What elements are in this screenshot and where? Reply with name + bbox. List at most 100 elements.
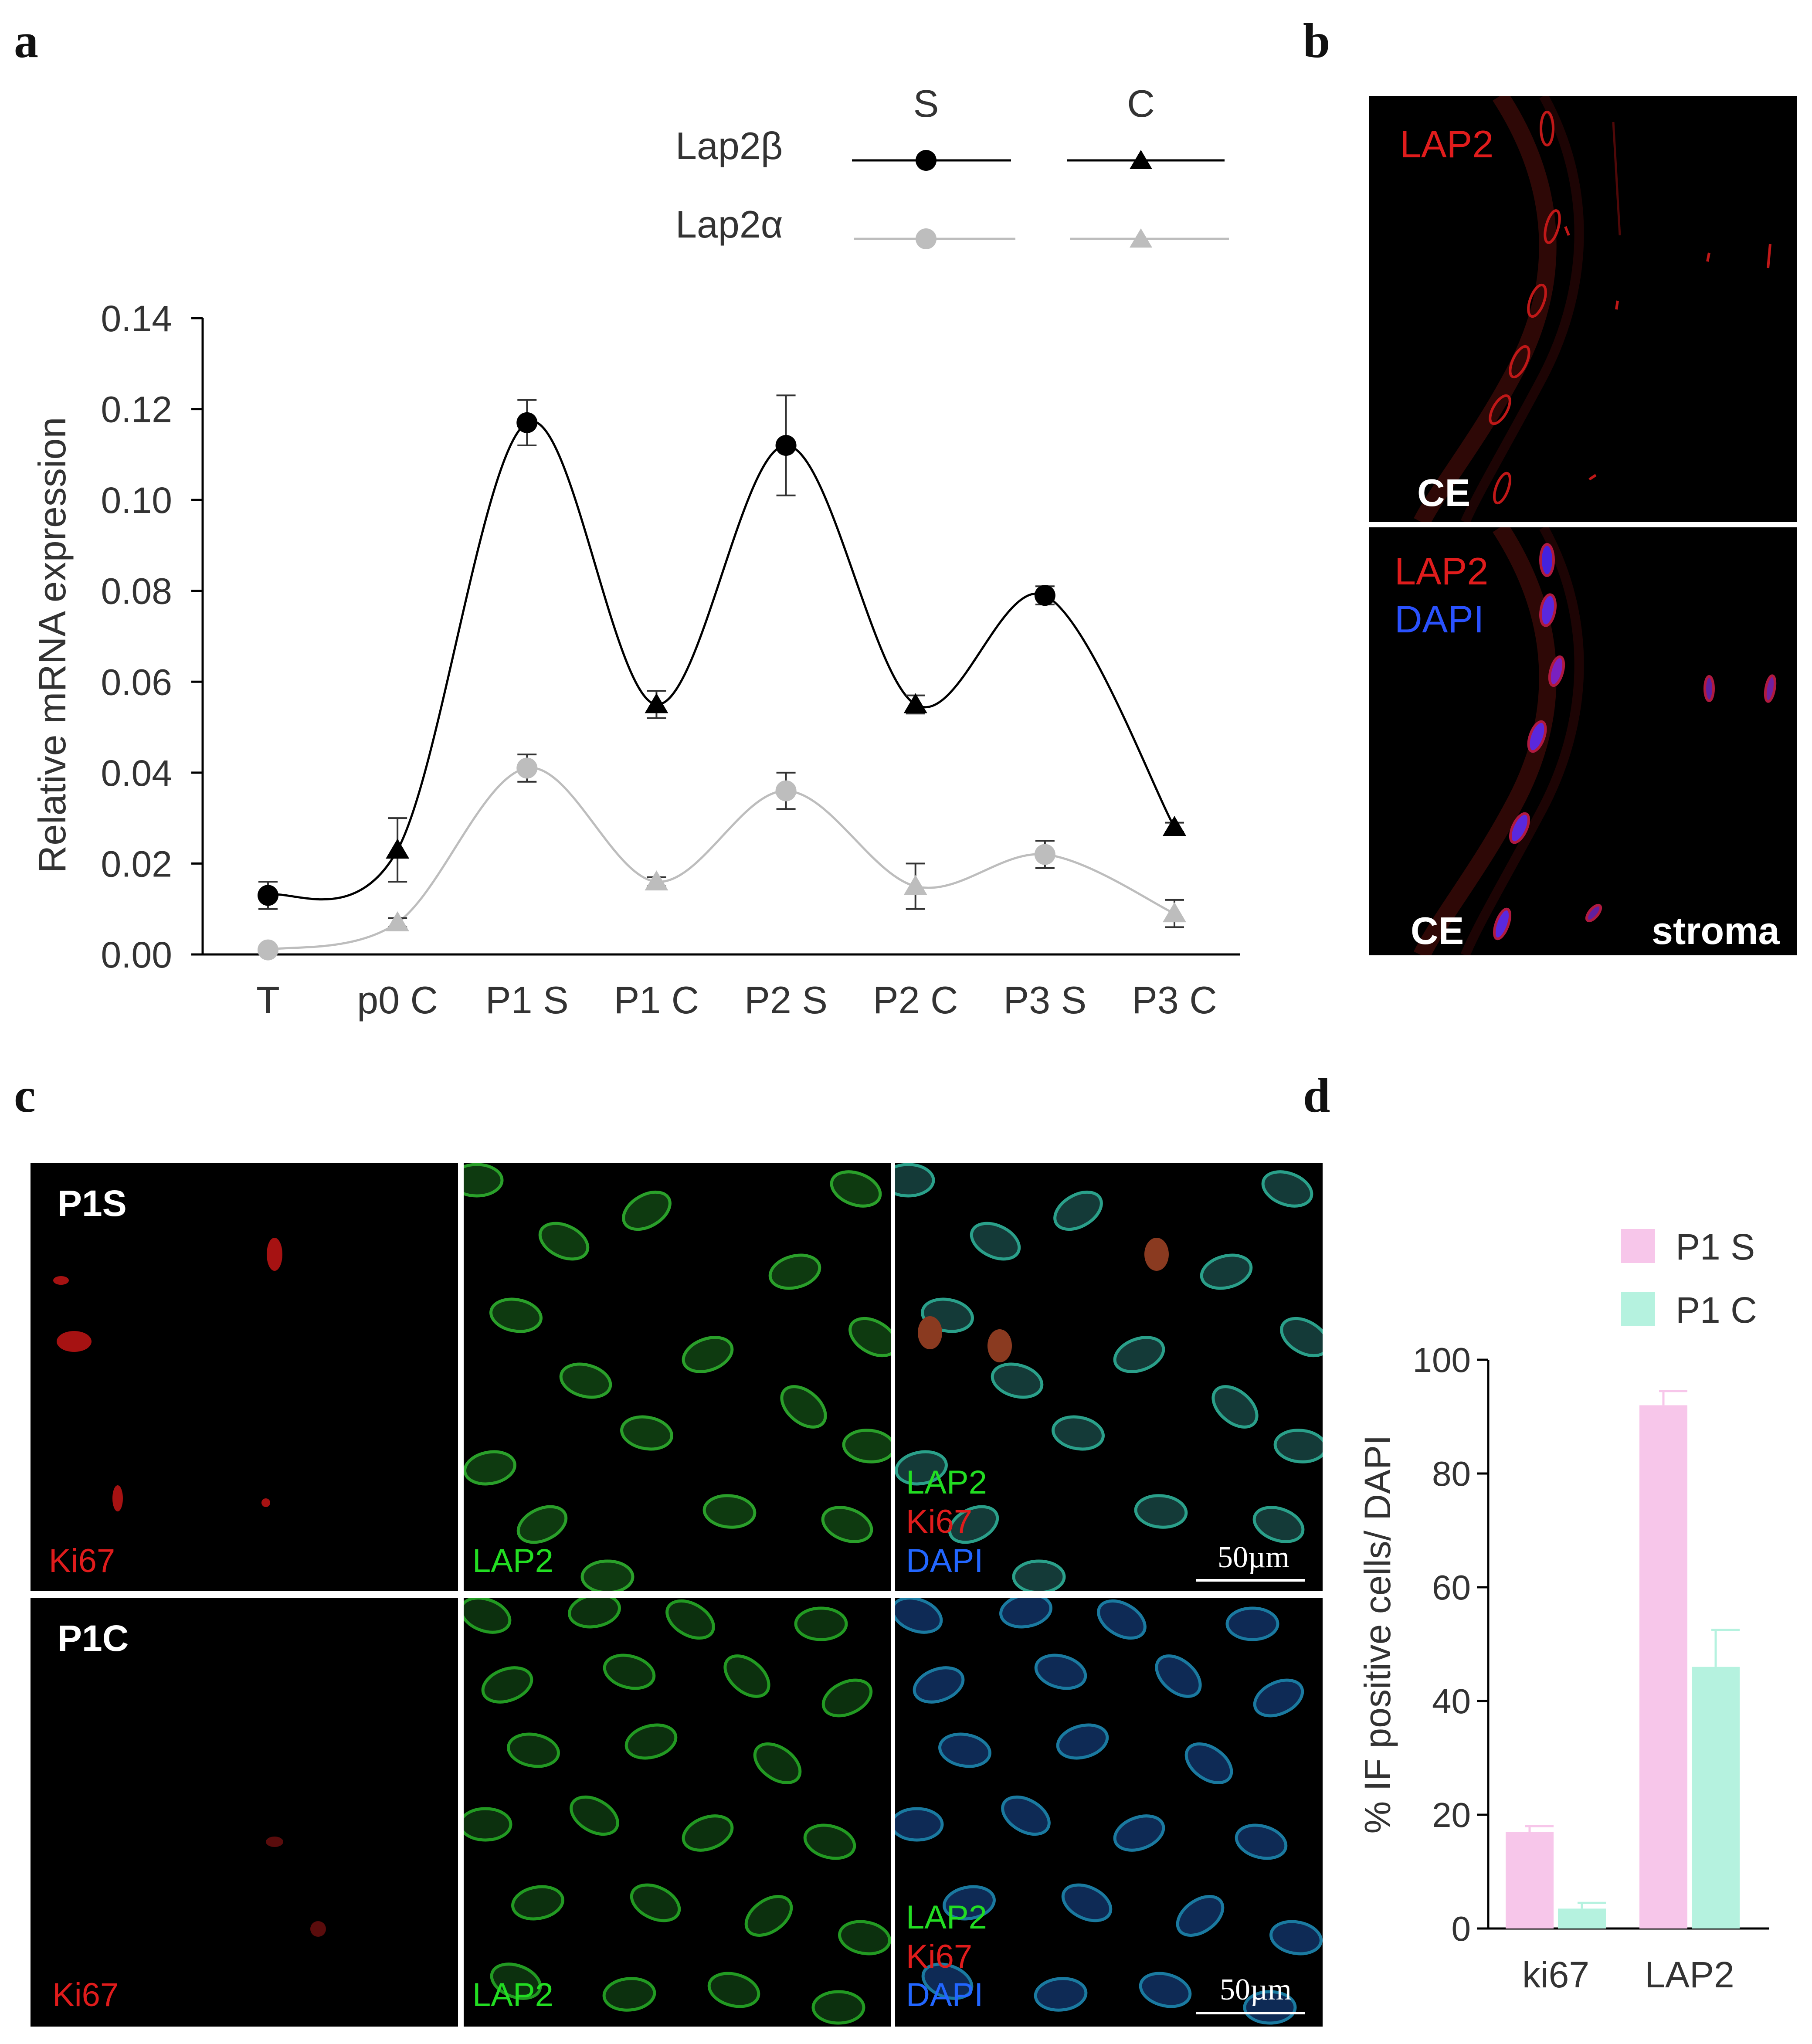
y-tick-label: 20 bbox=[1432, 1796, 1471, 1834]
nucleus bbox=[1184, 1742, 1233, 1784]
merge-label-lap2-p1s: LAP2 bbox=[906, 1464, 987, 1501]
panel-label-b: b bbox=[1303, 14, 1330, 68]
y-tick-label: 0.06 bbox=[101, 662, 173, 703]
nuclei-merge-p1s bbox=[895, 1163, 1323, 1591]
nucleus bbox=[570, 1795, 619, 1836]
row-label-p1c: P1C bbox=[58, 1618, 129, 1659]
panel-b-bottom-label-stroma: stroma bbox=[1652, 909, 1780, 952]
data-point bbox=[1163, 816, 1186, 836]
data-point bbox=[258, 939, 278, 961]
legend-swatch-lap2a-s bbox=[854, 228, 1015, 249]
data-point bbox=[645, 870, 668, 891]
nucleus bbox=[723, 1654, 770, 1698]
legend-label-lap2a: Lap2α bbox=[675, 203, 783, 246]
nucleus bbox=[602, 1977, 656, 2012]
panel-b-bottom-label-dapi: DAPI bbox=[1395, 598, 1484, 641]
y-tick-label: 40 bbox=[1432, 1682, 1471, 1721]
nucleus bbox=[481, 1666, 533, 1704]
row-label-p1s: P1S bbox=[58, 1183, 127, 1224]
nucleus bbox=[1269, 1920, 1323, 1956]
nucleus bbox=[630, 1883, 681, 1922]
panel-b-bottom-label-lap2: LAP2 bbox=[1395, 550, 1489, 593]
line-chart: S C Lap2β Lap2α Relative mRNA expression… bbox=[31, 82, 1240, 1022]
x-tick-label: P2 C bbox=[873, 978, 958, 1022]
ki67-spot bbox=[1144, 1238, 1169, 1271]
x-tick-label: P1 C bbox=[614, 978, 699, 1022]
y-tick-label: 0.10 bbox=[101, 480, 173, 521]
y-tick-label: 0.04 bbox=[101, 753, 173, 794]
nucleus bbox=[1252, 1506, 1305, 1543]
y-axis-title-d: % IF positive cells/ DAPI bbox=[1357, 1435, 1398, 1834]
ki67-spot bbox=[57, 1331, 92, 1352]
merge-label-dapi-p1c: DAPI bbox=[906, 1976, 984, 2013]
nucleus bbox=[1034, 1654, 1087, 1690]
nuclei-lap2-p1c bbox=[464, 1598, 891, 2025]
nucleus bbox=[464, 1598, 512, 1634]
nucleus bbox=[507, 1732, 560, 1768]
legend-label-p1s: P1 S bbox=[1676, 1226, 1755, 1267]
nuclei-merge-p1c bbox=[895, 1598, 1323, 2025]
bar bbox=[1506, 1832, 1554, 1929]
merge-label-ki67-p1s: Ki67 bbox=[906, 1503, 973, 1540]
nucleus bbox=[753, 1742, 802, 1784]
nucleus bbox=[603, 1654, 656, 1690]
panel-label-d: d bbox=[1303, 1069, 1330, 1123]
bar bbox=[1692, 1667, 1740, 1929]
nucleus bbox=[811, 1990, 865, 2025]
nucleus bbox=[1176, 1895, 1225, 1937]
x-tick-label: P3 C bbox=[1132, 978, 1217, 1022]
scale-bar-label-p1c: 50µm bbox=[1220, 1973, 1292, 2007]
nucleus bbox=[490, 1963, 542, 2000]
nucleus bbox=[682, 1814, 734, 1852]
image-p1s-ki67: P1S Ki67 bbox=[31, 1163, 458, 1591]
legend-swatch-lap2b-s bbox=[852, 150, 1011, 171]
nucleus bbox=[780, 1385, 827, 1429]
nucleus bbox=[516, 1505, 568, 1544]
y-tick-label: 0.02 bbox=[101, 843, 173, 884]
nucleus bbox=[489, 1297, 543, 1333]
panel-label-c: c bbox=[14, 1069, 36, 1123]
y-tick-label: 0.00 bbox=[101, 934, 173, 975]
x-tick-label: p0 C bbox=[357, 978, 438, 1022]
data-point bbox=[903, 693, 927, 713]
nucleus bbox=[1253, 1678, 1304, 1718]
nucleus bbox=[1280, 1317, 1323, 1358]
data-point bbox=[386, 839, 410, 859]
nucleus bbox=[1053, 1190, 1103, 1231]
nucleus bbox=[464, 1450, 516, 1486]
image-p1c-ki67: P1C Ki67 bbox=[31, 1598, 458, 2027]
y-tick-label: 0.12 bbox=[101, 389, 173, 430]
nucleus bbox=[1225, 1606, 1279, 1641]
nucleus bbox=[921, 1963, 974, 2000]
data-point bbox=[1163, 902, 1186, 923]
ki67-spot bbox=[310, 1921, 326, 1937]
ki67-spot bbox=[918, 1316, 942, 1349]
nucleus bbox=[842, 1429, 891, 1463]
data-point bbox=[516, 412, 538, 433]
nucleus bbox=[1056, 1723, 1109, 1760]
bar bbox=[1558, 1908, 1606, 1929]
merge-label-ki67-p1c: Ki67 bbox=[906, 1938, 973, 1975]
nucleus bbox=[559, 1362, 612, 1399]
nucleus bbox=[682, 1336, 734, 1373]
image-panel-b-bottom: LAP2 DAPI CE stroma bbox=[1369, 527, 1797, 955]
nucleus bbox=[464, 1807, 512, 1842]
data-point bbox=[1034, 844, 1055, 865]
y-tick-label: 0.14 bbox=[101, 298, 173, 339]
nucleus bbox=[580, 1559, 635, 1591]
nucleus bbox=[1061, 1883, 1113, 1922]
data-point bbox=[645, 693, 668, 713]
nucleus bbox=[948, 1505, 999, 1544]
nucleus bbox=[830, 1170, 882, 1208]
nucleus bbox=[1139, 1972, 1192, 2008]
nucleus bbox=[943, 1885, 996, 1921]
nucleus bbox=[895, 1163, 935, 1198]
ki67-spot bbox=[266, 1837, 283, 1847]
nucleus bbox=[1012, 1559, 1066, 1591]
legend-label-p1c: P1 C bbox=[1676, 1290, 1757, 1331]
y-tick-label: 0.08 bbox=[101, 571, 173, 612]
nuclei-ki67-p1c bbox=[266, 1837, 326, 1937]
data-point bbox=[775, 780, 797, 801]
data-point bbox=[516, 757, 538, 779]
nucleus bbox=[1155, 1654, 1202, 1698]
